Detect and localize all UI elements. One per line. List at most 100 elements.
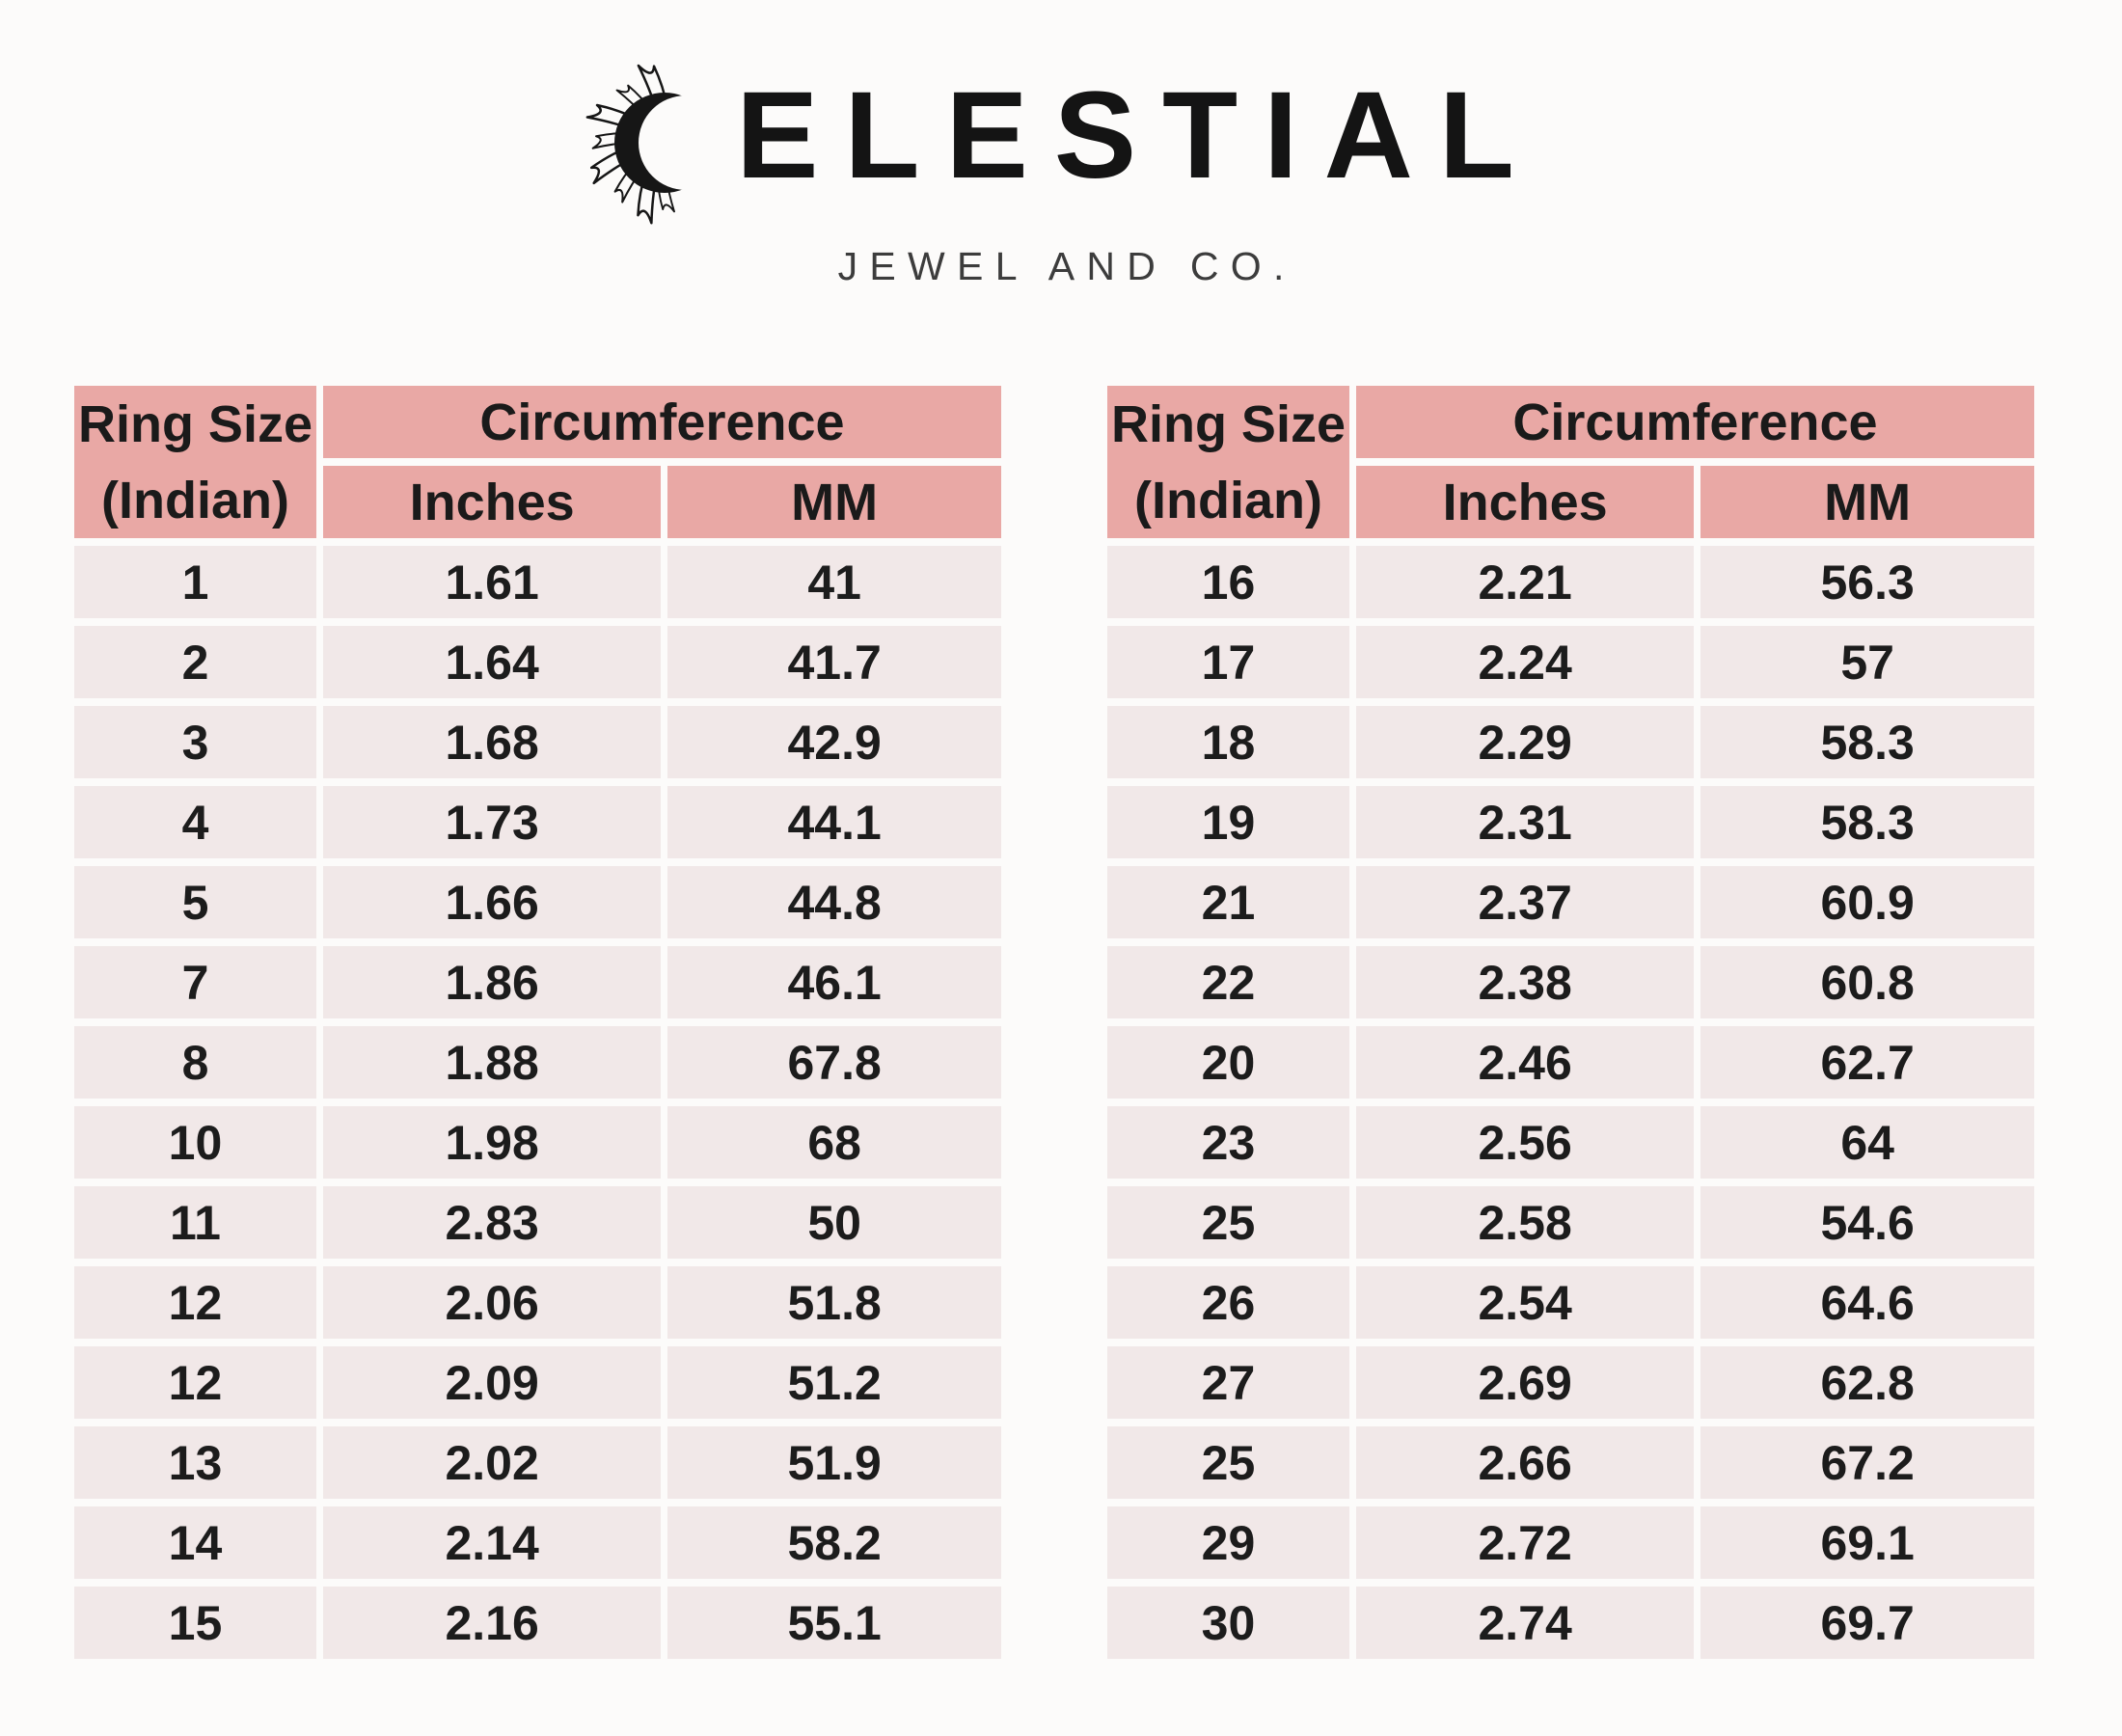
mm-cell: 62.7: [1700, 1026, 2034, 1099]
table-row: 20 2.46 62.7: [1107, 1026, 2034, 1099]
table-row: 17 2.24 57: [1107, 626, 2034, 698]
table-row: 29 2.72 69.1: [1107, 1506, 2034, 1579]
mm-cell: 41.7: [667, 626, 1001, 698]
mm-cell: 60.9: [1700, 866, 2034, 938]
inches-cell: 2.74: [1355, 1587, 1695, 1659]
header-ring-size-line2: (Indian): [100, 471, 289, 529]
inches-cell: 2.02: [322, 1426, 662, 1499]
inches-cell: 2.66: [1355, 1426, 1695, 1499]
brand-header: ELESTIAL JEWEL AND CO.: [0, 46, 2122, 289]
inches-cell: 2.21: [1355, 546, 1695, 618]
inches-cell: 1.88: [322, 1026, 662, 1099]
inches-cell: 2.69: [1355, 1346, 1695, 1419]
ring-size-cell: 22: [1107, 946, 1349, 1018]
header-ring-size: Ring Size (Indian): [74, 386, 316, 538]
table-row: 5 1.66 44.8: [74, 866, 1001, 938]
ring-size-cell: 12: [74, 1346, 316, 1419]
inches-cell: 2.38: [1355, 946, 1695, 1018]
ring-size-cell: 17: [1107, 626, 1349, 698]
inches-cell: 2.46: [1355, 1026, 1695, 1099]
brand-name: ELESTIAL: [736, 66, 1540, 204]
inches-cell: 2.06: [322, 1266, 662, 1339]
ring-size-cell: 29: [1107, 1506, 1349, 1579]
table-row: 18 2.29 58.3: [1107, 706, 2034, 778]
ring-size-cell: 18: [1107, 706, 1349, 778]
mm-cell: 64: [1700, 1106, 2034, 1179]
inches-cell: 2.54: [1355, 1266, 1695, 1339]
inches-cell: 1.68: [322, 706, 662, 778]
table-row: 1 1.61 41: [74, 546, 1001, 618]
table-row: 14 2.14 58.2: [74, 1506, 1001, 1579]
mm-cell: 51.2: [667, 1346, 1001, 1419]
ring-size-cell: 11: [74, 1186, 316, 1259]
table-row: 25 2.66 67.2: [1107, 1426, 2034, 1499]
ring-size-cell: 2: [74, 626, 316, 698]
inches-cell: 1.64: [322, 626, 662, 698]
table-row: 19 2.31 58.3: [1107, 786, 2034, 858]
mm-cell: 46.1: [667, 946, 1001, 1018]
header-mm: MM: [667, 466, 1001, 538]
mm-cell: 54.6: [1700, 1186, 2034, 1259]
ring-size-cell: 15: [74, 1587, 316, 1659]
mm-cell: 51.8: [667, 1266, 1001, 1339]
mm-cell: 42.9: [667, 706, 1001, 778]
ring-size-cell: 25: [1107, 1186, 1349, 1259]
ring-size-table-left: Ring Size (Indian) Circumference Inches …: [68, 378, 1008, 1667]
header-circumference: Circumference: [1355, 386, 2034, 458]
mm-cell: 69.1: [1700, 1506, 2034, 1579]
mm-cell: 58.3: [1700, 786, 2034, 858]
ring-size-cell: 21: [1107, 866, 1349, 938]
table-row: 21 2.37 60.9: [1107, 866, 2034, 938]
mm-cell: 68: [667, 1106, 1001, 1179]
ring-size-cell: 19: [1107, 786, 1349, 858]
header-circumference: Circumference: [322, 386, 1001, 458]
inches-cell: 1.61: [322, 546, 662, 618]
ring-size-cell: 25: [1107, 1426, 1349, 1499]
table-row: 22 2.38 60.8: [1107, 946, 2034, 1018]
inches-cell: 2.16: [322, 1587, 662, 1659]
header-mm: MM: [1700, 466, 2034, 538]
ring-size-cell: 13: [74, 1426, 316, 1499]
mm-cell: 41: [667, 546, 1001, 618]
mm-cell: 64.6: [1700, 1266, 2034, 1339]
table-row: 12 2.09 51.2: [74, 1346, 1001, 1419]
ring-size-cell: 8: [74, 1026, 316, 1099]
table-row: 27 2.69 62.8: [1107, 1346, 2034, 1419]
inches-cell: 2.72: [1355, 1506, 1695, 1579]
mm-cell: 44.8: [667, 866, 1001, 938]
mm-cell: 58.2: [667, 1506, 1001, 1579]
ring-size-cell: 20: [1107, 1026, 1349, 1099]
table-row: 25 2.58 54.6: [1107, 1186, 2034, 1259]
ring-size-cell: 1: [74, 546, 316, 618]
mm-cell: 67.2: [1700, 1426, 2034, 1499]
header-inches: Inches: [322, 466, 662, 538]
table-row: 8 1.88 67.8: [74, 1026, 1001, 1099]
table-row: 10 1.98 68: [74, 1106, 1001, 1179]
header-ring-size-line2: (Indian): [1133, 471, 1322, 529]
mm-cell: 57: [1700, 626, 2034, 698]
table-row: 4 1.73 44.1: [74, 786, 1001, 858]
inches-cell: 2.14: [322, 1506, 662, 1579]
ring-size-cell: 16: [1107, 546, 1349, 618]
mm-cell: 55.1: [667, 1587, 1001, 1659]
inches-cell: 1.86: [322, 946, 662, 1018]
size-tables: Ring Size (Indian) Circumference Inches …: [68, 378, 2041, 1667]
inches-cell: 2.37: [1355, 866, 1695, 938]
inches-cell: 2.56: [1355, 1106, 1695, 1179]
ring-size-cell: 26: [1107, 1266, 1349, 1339]
inches-cell: 1.66: [322, 866, 662, 938]
inches-cell: 2.83: [322, 1186, 662, 1259]
table-row: 13 2.02 51.9: [74, 1426, 1001, 1499]
brand-logo: ELESTIAL: [582, 46, 1540, 225]
table-row: 12 2.06 51.8: [74, 1266, 1001, 1339]
mm-cell: 67.8: [667, 1026, 1001, 1099]
ring-size-table-right: Ring Size (Indian) Circumference Inches …: [1101, 378, 2041, 1667]
mm-cell: 44.1: [667, 786, 1001, 858]
header-inches: Inches: [1355, 466, 1695, 538]
table-row: 2 1.64 41.7: [74, 626, 1001, 698]
mm-cell: 56.3: [1700, 546, 2034, 618]
table-row: 3 1.68 42.9: [74, 706, 1001, 778]
table-row: 30 2.74 69.7: [1107, 1587, 2034, 1659]
mm-cell: 50: [667, 1186, 1001, 1259]
